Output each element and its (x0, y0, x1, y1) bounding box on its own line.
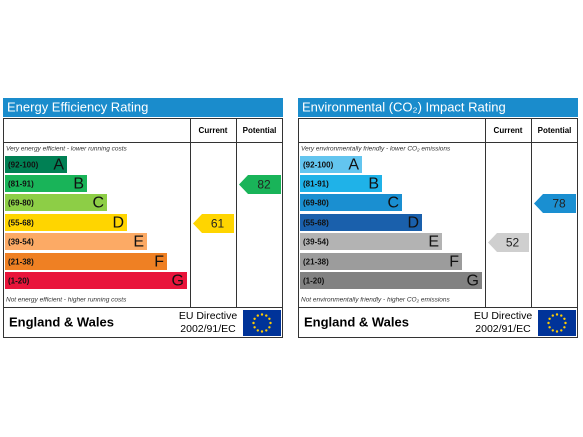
band-bar (300, 233, 442, 250)
top-note: Very energy efficient - lower running co… (6, 146, 128, 153)
band-bar (5, 194, 107, 211)
band-bar (5, 175, 87, 192)
eu-star (252, 321, 255, 325)
band-range: (69-80) (8, 199, 34, 208)
eu-star (551, 329, 554, 332)
band-letter: A (53, 157, 64, 174)
panel-frame (298, 118, 578, 338)
band-bar (300, 214, 422, 231)
potential-arrow (239, 175, 281, 194)
band-range: (69-80) (303, 199, 329, 208)
band-bar (300, 253, 462, 270)
eu-star (260, 313, 264, 316)
eu-star (564, 321, 567, 325)
potential-value: 82 (257, 178, 271, 192)
footer-region: England & Wales (9, 314, 114, 329)
eu-star (268, 317, 271, 320)
band-letter: F (154, 254, 164, 271)
eu-star (563, 317, 566, 320)
band-letter: B (73, 176, 84, 193)
band-letter: D (112, 215, 124, 232)
header-current: Current (494, 126, 523, 135)
eu-star (265, 314, 268, 317)
band-letter: D (407, 215, 419, 232)
eu-star (253, 326, 256, 329)
header-potential: Potential (538, 126, 572, 135)
band-range: (21-38) (8, 258, 34, 267)
band-bar (300, 175, 382, 192)
bottom-note: Not environmentally friendly - higher CO… (301, 297, 451, 304)
current-value: 61 (211, 217, 225, 231)
band-bar (300, 272, 482, 289)
eu-star (551, 314, 554, 317)
band-bar (300, 194, 402, 211)
band-bar (5, 214, 127, 231)
panel-title: Environmental (CO₂) Impact Rating (302, 99, 506, 114)
band-letter: C (92, 195, 104, 212)
band-range: (1-20) (303, 277, 325, 286)
footer-code: 2002/91/EC (475, 323, 531, 335)
eu-star (555, 330, 559, 333)
band-range: (55-68) (303, 219, 329, 228)
footer-code: 2002/91/EC (180, 323, 236, 335)
title-bar (3, 98, 283, 117)
band-letter: G (467, 273, 479, 290)
band-range: (39-54) (303, 238, 329, 247)
footer-directive: EU Directive (474, 310, 533, 322)
eu-star (548, 326, 551, 329)
band-bar (5, 253, 167, 270)
band-range: (55-68) (8, 219, 34, 228)
top-note: Very environmentally friendly - lower CO… (301, 146, 451, 153)
footer-directive: EU Directive (179, 310, 238, 322)
band-range: (1-20) (8, 277, 30, 286)
band-range: (81-91) (303, 180, 329, 189)
band-letter: F (449, 254, 459, 271)
eu-star (269, 321, 272, 325)
header-potential: Potential (243, 126, 277, 135)
eu-star (256, 329, 259, 332)
eu-star (253, 317, 256, 320)
potential-value: 78 (552, 197, 566, 211)
band-bar (300, 156, 362, 173)
eu-star (560, 314, 563, 317)
current-arrow (488, 233, 529, 252)
current-value: 52 (506, 236, 520, 250)
bottom-note: Not energy efficient - higher running co… (6, 297, 127, 304)
band-letter: E (428, 234, 439, 251)
panel-frame (3, 118, 283, 338)
header-current: Current (199, 126, 228, 135)
band-bar (5, 233, 147, 250)
band-range: (92-100) (8, 161, 39, 170)
eu-star (548, 317, 551, 320)
eu-star (560, 329, 563, 332)
band-letter: B (368, 176, 379, 193)
band-range: (81-91) (8, 180, 34, 189)
eu-star (268, 326, 271, 329)
eu-star (555, 313, 559, 316)
footer-region: England & Wales (304, 314, 409, 329)
band-bar (5, 156, 67, 173)
band-letter: E (133, 234, 144, 251)
eu-star (265, 329, 268, 332)
band-letter: G (172, 273, 184, 290)
title-bar (298, 98, 578, 117)
eu-star (256, 314, 259, 317)
band-letter: C (387, 195, 399, 212)
eu-star (563, 326, 566, 329)
band-range: (39-54) (8, 238, 34, 247)
potential-arrow (534, 194, 576, 213)
band-range: (92-100) (303, 161, 334, 170)
eu-star (260, 330, 264, 333)
eu-star (547, 321, 550, 325)
current-arrow (193, 214, 234, 233)
panel-title: Energy Efficiency Rating (7, 99, 148, 114)
band-range: (21-38) (303, 258, 329, 267)
band-letter: A (348, 157, 359, 174)
band-bar (5, 272, 187, 289)
